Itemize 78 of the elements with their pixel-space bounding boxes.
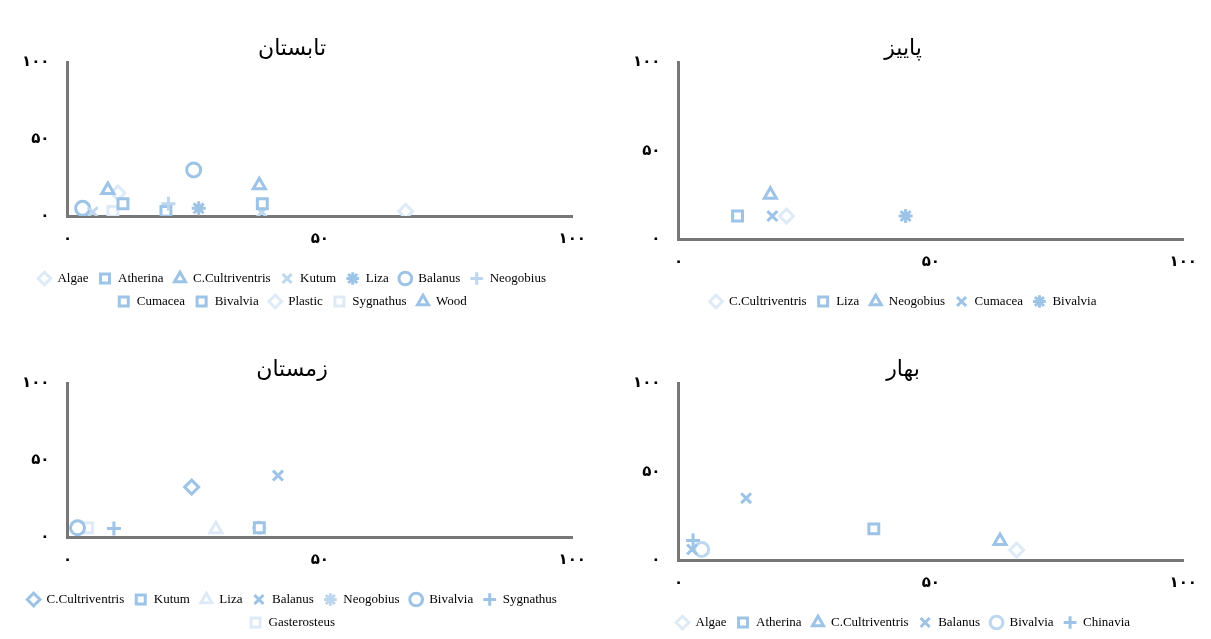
legend-label: Gasterosteus	[268, 613, 335, 629]
point	[208, 520, 224, 535]
point	[251, 176, 267, 191]
legend-label: Kutum	[153, 590, 190, 606]
chart-title: زمستان	[256, 355, 328, 381]
point	[183, 478, 201, 496]
legend-label: Sygnathus	[502, 590, 557, 606]
y-tick-label: ۰	[40, 205, 50, 224]
legend-label: Kutum	[300, 269, 337, 285]
legend-label: Atherina	[756, 613, 802, 629]
point	[271, 469, 285, 483]
y-tick-label: ۱۰۰	[633, 373, 661, 392]
x-tick-label: ۱۰۰	[558, 549, 586, 568]
legend-label: Sygnathus	[352, 292, 407, 308]
legend-label: Bivalvia	[1009, 613, 1054, 629]
point	[105, 520, 123, 537]
x-tick-label: ۰	[62, 228, 73, 247]
y-tick-label: ۵۰	[31, 450, 50, 469]
legend-label: Wood	[436, 292, 468, 308]
legend-label: Bivalvia	[1052, 292, 1097, 308]
point	[739, 491, 753, 505]
y-tick-label: ۱۰۰	[22, 52, 50, 71]
point	[159, 195, 177, 213]
legend-label: Neogobius	[888, 292, 946, 308]
legend-label: C.Cultriventris	[192, 269, 271, 285]
chart-title: پاییز	[883, 34, 922, 61]
y-tick-label: ۱۰۰	[633, 52, 661, 71]
legend-label: C.Cultriventris	[729, 292, 807, 308]
x-tick-label: ۱۰۰	[558, 228, 586, 247]
point	[255, 197, 269, 211]
legend-label: Plastic	[288, 292, 324, 308]
y-tick-label: ۵۰	[642, 140, 661, 159]
x-tick-label: ۱۰۰	[1169, 572, 1197, 591]
legend-label: Liza	[365, 269, 390, 285]
chart-title: بهار	[885, 355, 920, 381]
x-tick-label: ۵۰	[310, 228, 330, 247]
point	[867, 522, 881, 536]
point	[397, 202, 415, 216]
point	[190, 199, 208, 216]
legend-label: Chinavia	[1083, 613, 1131, 629]
y-tick-label: ۱۰۰	[22, 373, 50, 392]
legend-label: Cumacea	[136, 292, 186, 308]
point	[693, 540, 711, 558]
legend-label: Atherina	[118, 269, 164, 285]
x-tick-label: ۵۰	[921, 251, 941, 270]
legend-label: C.Cultriventris	[831, 613, 909, 629]
point	[86, 205, 100, 216]
point	[185, 161, 203, 179]
x-tick-label: ۱۰۰	[1169, 251, 1197, 270]
legend-label: Bivalvia	[429, 590, 474, 606]
y-tick-label: ۵۰	[31, 129, 50, 148]
x-tick-label: ۵۰	[310, 549, 330, 568]
x-tick-label: ۵۰	[921, 572, 941, 591]
legend-label: Balanus	[938, 613, 981, 629]
legend-label: Neogobius	[489, 269, 547, 285]
x-tick-label: ۰	[62, 549, 73, 568]
legend-label: Liza	[219, 590, 243, 606]
legend-label: Balanus	[418, 269, 461, 285]
legend-label: Cumacea	[974, 292, 1024, 308]
point	[106, 204, 120, 216]
legend-label: Algae	[695, 613, 727, 629]
point	[74, 199, 92, 216]
legend-label: Liza	[836, 292, 860, 308]
point	[100, 181, 116, 195]
chart-title: تابستان	[257, 34, 327, 60]
y-tick-label: ۰	[40, 526, 50, 545]
x-tick-label: ۰	[673, 251, 684, 270]
y-tick-label: ۵۰	[642, 461, 661, 480]
legend-label: Algae	[57, 269, 89, 285]
legend-label: Neogobius	[343, 590, 400, 606]
legend-label: C.Cultriventris	[46, 590, 125, 606]
x-tick-label: ۰	[673, 572, 684, 591]
point	[1008, 541, 1026, 559]
point	[992, 532, 1008, 546]
point	[116, 197, 130, 211]
legend-label: Bivalvia	[214, 292, 259, 308]
legend-label: Balanus	[271, 590, 314, 606]
point	[69, 519, 87, 537]
